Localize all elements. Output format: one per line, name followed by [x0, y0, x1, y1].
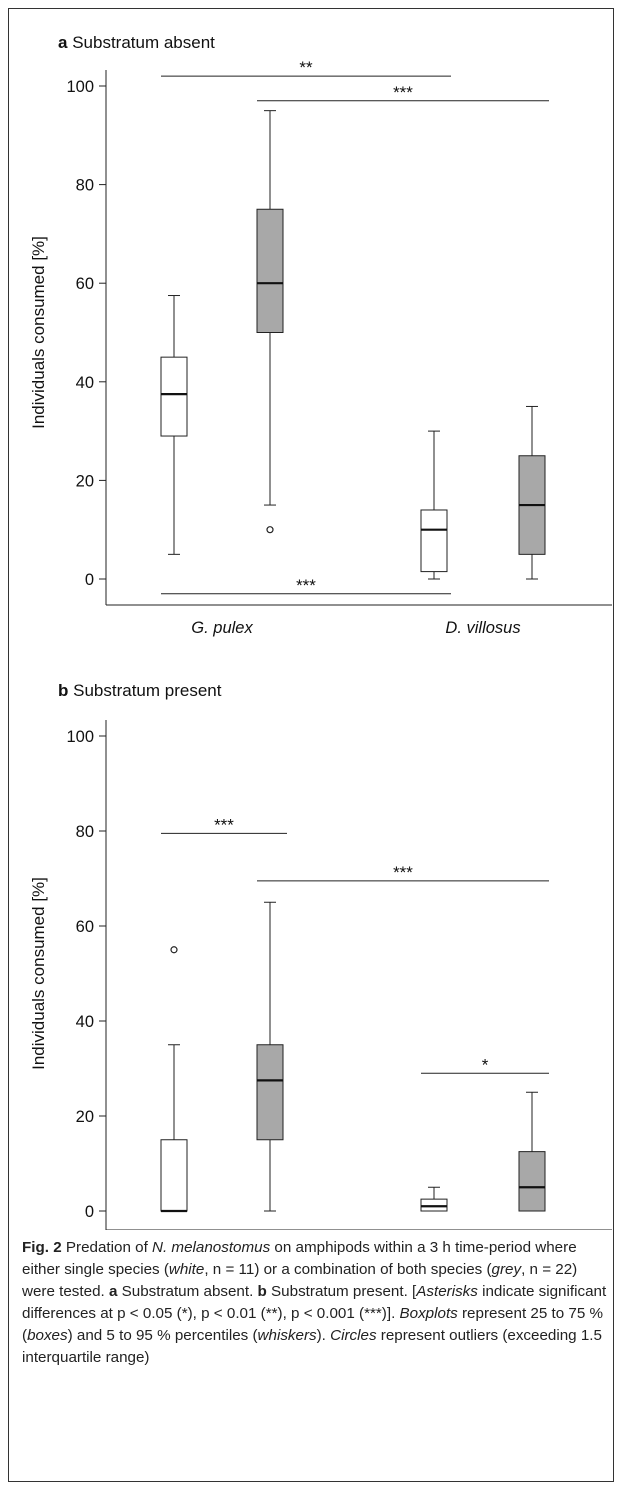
y-tick-label: 0 [85, 571, 94, 589]
box-white [420, 1186, 448, 1212]
caption-grey: grey [491, 1261, 522, 1278]
caption-text: , n = 11) or a combination of both speci… [204, 1261, 492, 1278]
caption-text: Substratum absent. [117, 1283, 258, 1300]
y-tick-label: 20 [76, 1108, 94, 1126]
box-grey [518, 405, 546, 580]
y-tick-label: 40 [76, 1013, 94, 1031]
y-tick-label: 60 [76, 275, 94, 293]
caption-text: , n = 22) were tested. [22, 1261, 578, 1300]
box-grey [518, 1091, 546, 1212]
box-iqr [160, 356, 188, 437]
box-iqr [420, 509, 448, 573]
panel-title-text: Substratum present [68, 681, 221, 700]
caption-whiskers: whiskers [257, 1327, 317, 1344]
y-tick-label: 100 [66, 728, 94, 746]
y-tick-label: 20 [76, 472, 94, 490]
chart-panel-a: a Substratum absent Individuals consumed … [29, 33, 612, 637]
panel-letter: a [58, 33, 68, 52]
caption-panel-b: b [257, 1283, 267, 1300]
box-white [160, 295, 188, 555]
x-category-label: G. pulex [191, 619, 253, 637]
caption-text: indicate significant differences at p < … [22, 1283, 607, 1322]
caption-text: Substratum present. [ [266, 1283, 417, 1300]
box-white [160, 946, 188, 1213]
outlier-point [266, 526, 274, 534]
y-axis-label: Individuals consumed [%] [29, 877, 48, 1070]
caption-boxplots: Boxplots [399, 1305, 458, 1322]
caption-circles: Circles [330, 1327, 377, 1344]
y-tick-label: 80 [76, 823, 94, 841]
caption-boxes: boxes [27, 1327, 68, 1344]
box-white [420, 430, 448, 580]
y-tick-label: 100 [66, 78, 94, 96]
significance-label: *** [393, 83, 413, 102]
box-iqr [160, 1139, 188, 1212]
caption-text: ) and 5 to 95 % percentiles ( [67, 1327, 258, 1344]
panel-title: b Substratum present [58, 681, 222, 700]
y-tick-label: 80 [76, 177, 94, 195]
y-tick-label: 40 [76, 374, 94, 392]
caption-text: ). [316, 1327, 331, 1344]
x-category-label: D. villosus [445, 619, 520, 637]
caption-text: on amphipods within a 3 h time-period wh… [22, 1239, 577, 1278]
chart-panel-b: b Substratum present Individuals consumed… [29, 681, 612, 1230]
y-tick-label: 0 [85, 1203, 94, 1221]
boxplot-figure: a Substratum absent Individuals consumed … [29, 33, 612, 1230]
figure-caption: Fig. 2 Predation of N. melanostomus on a… [22, 1237, 612, 1369]
caption-asterisks: Asterisks [416, 1283, 478, 1300]
caption-text: Predation of [61, 1239, 153, 1256]
significance-label: *** [296, 576, 316, 595]
panel-letter: b [58, 681, 68, 700]
caption-fig-label: Fig. 2 [22, 1239, 62, 1256]
figure-frame [8, 8, 614, 1482]
outlier-point [170, 946, 178, 954]
box-iqr [518, 1151, 546, 1212]
box-iqr [420, 1198, 448, 1212]
box-iqr [256, 1044, 284, 1141]
y-tick-label: 60 [76, 918, 94, 936]
caption-text: represent 25 to 75 % ( [22, 1305, 603, 1344]
caption-panel-a: a [108, 1283, 118, 1300]
caption-species: N. melanostomus [152, 1239, 271, 1256]
y-axis-label: Individuals consumed [%] [29, 236, 48, 429]
panel-title: a Substratum absent [58, 33, 215, 52]
significance-label: *** [393, 863, 413, 882]
caption-text: represent outliers (exceeding 1.5 interq… [22, 1327, 602, 1366]
significance-label: ** [299, 58, 313, 77]
significance-label: *** [214, 815, 234, 834]
caption-white: white [168, 1261, 205, 1278]
panel-title-text: Substratum absent [67, 33, 215, 52]
box-grey [256, 901, 284, 1212]
box-iqr [256, 208, 284, 333]
box-grey [256, 110, 284, 534]
significance-label: * [482, 1055, 489, 1074]
